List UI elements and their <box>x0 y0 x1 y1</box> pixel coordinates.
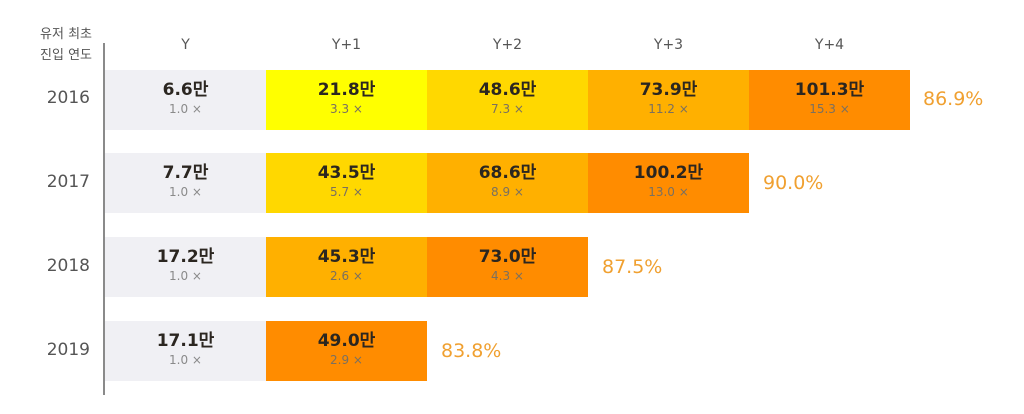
row-header-label: 유저 최초 진입 연도 <box>20 24 92 66</box>
cell-multiplier: 4.3 × <box>491 269 524 283</box>
y-axis-line <box>103 43 105 395</box>
cell-value: 45.3만 <box>317 247 376 267</box>
cell-value: 7.7만 <box>162 163 209 183</box>
cell-value: 73.0만 <box>478 247 537 267</box>
cell-2016-y2: 48.6만 7.3 × <box>427 70 588 130</box>
column-header-y: Y <box>181 37 190 53</box>
cell-value: 101.3만 <box>794 80 865 100</box>
row-label-2019: 2019 <box>46 340 90 360</box>
growth-pct-2017: 90.0% <box>763 172 824 194</box>
cell-multiplier: 15.3 × <box>809 102 850 116</box>
cell-multiplier: 2.6 × <box>330 269 363 283</box>
cell-value: 49.0만 <box>317 331 376 351</box>
cell-multiplier: 2.9 × <box>330 353 363 367</box>
column-header-y1: Y+1 <box>331 37 362 53</box>
cell-value: 17.2만 <box>156 247 215 267</box>
cell-value: 43.5만 <box>317 163 376 183</box>
column-header-y4: Y+4 <box>814 37 845 53</box>
cell-multiplier: 1.0 × <box>169 102 202 116</box>
cell-multiplier: 11.2 × <box>648 102 689 116</box>
cell-value: 17.1만 <box>156 331 215 351</box>
cell-2019-y1: 49.0만 2.9 × <box>266 321 427 381</box>
cell-value: 21.8만 <box>317 80 376 100</box>
row-label-2018: 2018 <box>46 256 90 276</box>
cell-value: 48.6만 <box>478 80 537 100</box>
growth-pct-2016: 86.9% <box>923 88 984 110</box>
cell-multiplier: 7.3 × <box>491 102 524 116</box>
column-header-y2: Y+2 <box>492 37 523 53</box>
cell-multiplier: 3.3 × <box>330 102 363 116</box>
cell-value: 6.6만 <box>162 80 209 100</box>
growth-pct-2019: 83.8% <box>441 340 502 362</box>
cell-multiplier: 1.0 × <box>169 269 202 283</box>
growth-pct-2018: 87.5% <box>602 256 663 278</box>
cell-2018-y2: 73.0만 4.3 × <box>427 237 588 297</box>
cell-value: 100.2만 <box>633 163 704 183</box>
cell-multiplier: 5.7 × <box>330 185 363 199</box>
cell-value: 73.9만 <box>639 80 698 100</box>
cell-multiplier: 1.0 × <box>169 353 202 367</box>
cell-2016-y: 6.6만 1.0 × <box>105 70 266 130</box>
row-header-line1: 유저 최초 <box>40 27 92 42</box>
cell-2018-y1: 45.3만 2.6 × <box>266 237 427 297</box>
cell-2017-y1: 43.5만 5.7 × <box>266 153 427 213</box>
cell-multiplier: 1.0 × <box>169 185 202 199</box>
cell-2017-y3: 100.2만 13.0 × <box>588 153 749 213</box>
cell-2016-y4: 101.3만 15.3 × <box>749 70 910 130</box>
cell-value: 68.6만 <box>478 163 537 183</box>
cell-2016-y1: 21.8만 3.3 × <box>266 70 427 130</box>
row-label-2017: 2017 <box>46 172 90 192</box>
cell-2016-y3: 73.9만 11.2 × <box>588 70 749 130</box>
cell-multiplier: 8.9 × <box>491 185 524 199</box>
column-header-y3: Y+3 <box>653 37 684 53</box>
row-label-2016: 2016 <box>46 88 90 108</box>
cell-multiplier: 13.0 × <box>648 185 689 199</box>
cell-2018-y: 17.2만 1.0 × <box>105 237 266 297</box>
cell-2019-y: 17.1만 1.0 × <box>105 321 266 381</box>
row-header-line2: 진입 연도 <box>40 48 92 63</box>
cell-2017-y2: 68.6만 8.9 × <box>427 153 588 213</box>
cell-2017-y: 7.7만 1.0 × <box>105 153 266 213</box>
